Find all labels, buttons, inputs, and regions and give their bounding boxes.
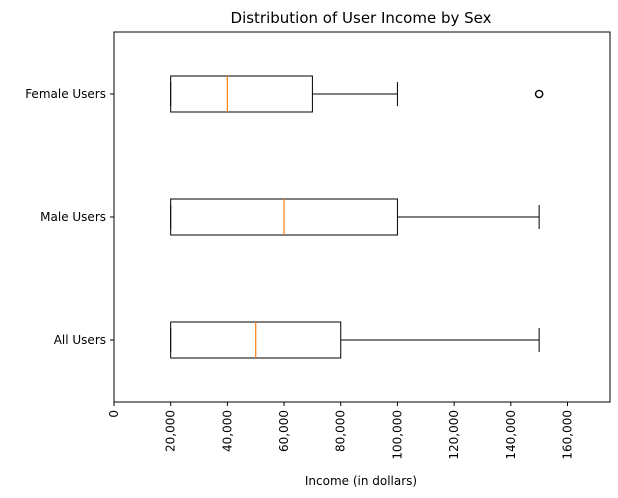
y-tick-label-male-users: Male Users bbox=[40, 210, 106, 224]
x-axis-label: Income (in dollars) bbox=[305, 474, 417, 488]
x-tick-label-8: 160,000 bbox=[560, 410, 574, 460]
chart-title: Distribution of User Income by Sex bbox=[231, 9, 492, 27]
x-tick-label-6: 120,000 bbox=[447, 410, 461, 460]
y-axis: All Users Male Users Female Users bbox=[25, 87, 114, 347]
x-tick-label-0: 0 bbox=[107, 410, 121, 418]
box-group bbox=[170, 75, 544, 359]
x-tick-label-3: 60,000 bbox=[277, 410, 291, 452]
x-tick-label-7: 140,000 bbox=[504, 410, 518, 460]
x-tick-label-1: 20,000 bbox=[164, 410, 178, 452]
y-tick-label-all-users: All Users bbox=[54, 333, 106, 347]
box-female-users bbox=[170, 75, 313, 113]
outlier-female-users-0 bbox=[534, 89, 544, 99]
x-tick-label-5: 100,000 bbox=[390, 410, 404, 460]
x-tick-label-2: 40,000 bbox=[220, 410, 234, 452]
y-tick-label-female-users: Female Users bbox=[25, 87, 106, 101]
x-axis: 0 20,000 40,000 60,000 80,000 100,000 120,000 1… bbox=[107, 402, 574, 460]
x-tick-label-4: 80,000 bbox=[334, 410, 348, 452]
